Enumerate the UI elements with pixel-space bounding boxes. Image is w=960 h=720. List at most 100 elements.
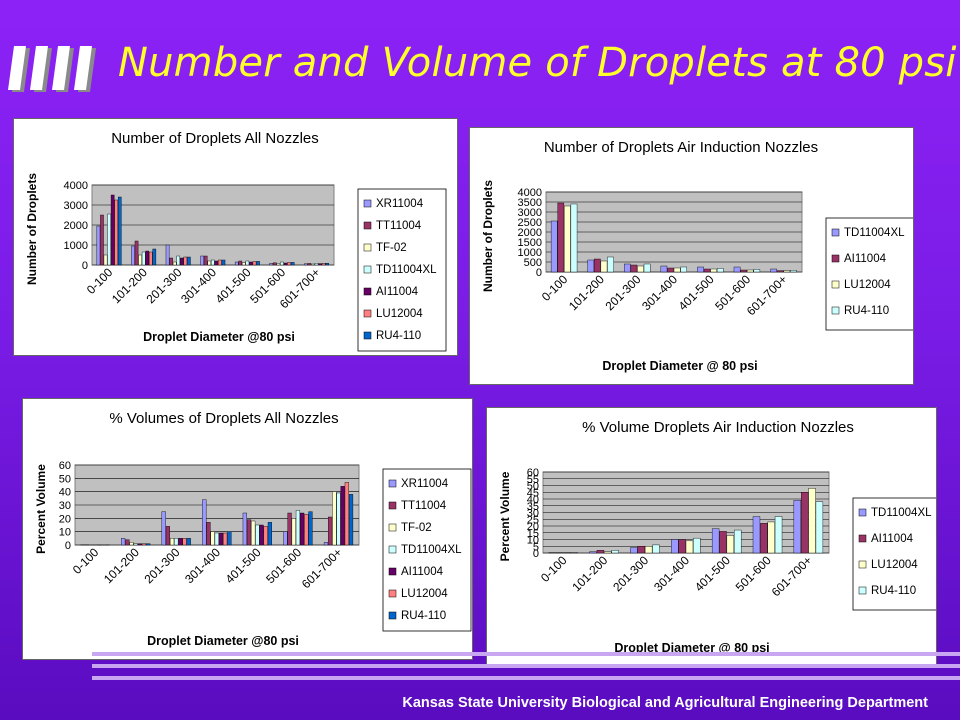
bar bbox=[550, 220, 558, 273]
bar bbox=[630, 547, 638, 554]
y-tick-label: 2000 bbox=[518, 227, 542, 239]
bar bbox=[776, 270, 784, 273]
chart-svg: % Volume Droplets Air Induction Nozzles 0… bbox=[498, 419, 936, 655]
legend-swatch bbox=[858, 508, 867, 517]
y-tick-label: 10 bbox=[59, 527, 71, 539]
bar bbox=[557, 202, 565, 273]
bar bbox=[242, 262, 246, 266]
legend-label: TF-02 bbox=[401, 522, 432, 534]
bar bbox=[246, 519, 252, 546]
bar bbox=[703, 268, 711, 273]
x-tick-label: 0-100 bbox=[70, 545, 102, 577]
bar bbox=[172, 261, 177, 266]
bar bbox=[100, 214, 104, 266]
legend-swatch bbox=[831, 228, 840, 237]
y-tick-label: 2000 bbox=[64, 220, 88, 232]
bar bbox=[145, 250, 149, 266]
bar bbox=[134, 240, 139, 266]
x-tick-label: 201-300 bbox=[603, 272, 644, 313]
chart-title: Number of Droplets All Nozzles bbox=[111, 130, 319, 147]
legend-label: LU12004 bbox=[376, 308, 423, 320]
bar bbox=[252, 261, 257, 266]
bar bbox=[259, 524, 264, 546]
legend-label: TT11004 bbox=[401, 500, 447, 512]
legend-label: RU4-110 bbox=[844, 305, 889, 317]
legend-swatch bbox=[363, 265, 372, 274]
y-tick-label: 3000 bbox=[518, 207, 542, 219]
bar bbox=[790, 269, 797, 273]
x-tick-label: 101-200 bbox=[566, 272, 607, 313]
bar bbox=[783, 270, 791, 273]
bar bbox=[793, 500, 802, 554]
y-tick-label: 3500 bbox=[518, 197, 542, 209]
bar bbox=[255, 524, 260, 546]
chart-number-air-induction: Number of Droplets Air Induction Nozzles… bbox=[469, 127, 914, 385]
bar bbox=[716, 268, 724, 273]
y-tick-label: 5 bbox=[533, 541, 539, 553]
x-tick-label: 101-200 bbox=[569, 553, 610, 594]
y-tick-label: 4000 bbox=[64, 180, 88, 192]
x-tick-label: 201-300 bbox=[142, 545, 183, 586]
bar bbox=[624, 263, 631, 273]
chart-volume-all-nozzles: % Volumes of Droplets All Nozzles 0 10 20 30… bbox=[22, 398, 473, 660]
y-axis-title: Number of Droplets bbox=[25, 173, 39, 285]
bar bbox=[304, 263, 308, 266]
bar bbox=[596, 550, 605, 554]
bar bbox=[210, 531, 215, 546]
legend-label: LU12004 bbox=[844, 279, 891, 291]
x-tick-label: 101-200 bbox=[109, 265, 150, 306]
bar bbox=[604, 551, 612, 554]
legend-swatch bbox=[363, 221, 372, 230]
bar bbox=[165, 244, 170, 266]
legend bbox=[357, 188, 447, 352]
bar bbox=[719, 531, 727, 554]
bar bbox=[267, 522, 272, 546]
bar bbox=[630, 264, 638, 273]
x-tick-label: 301-400 bbox=[178, 265, 219, 306]
legend-swatch bbox=[831, 280, 840, 289]
bar bbox=[214, 260, 219, 266]
bar bbox=[564, 205, 571, 273]
legend-swatch bbox=[858, 586, 867, 595]
legend-label: TF-02 bbox=[376, 242, 407, 254]
chart-title: Number of Droplets Air Induction Nozzles bbox=[544, 139, 818, 156]
legend-label: XR11004 bbox=[376, 198, 424, 210]
x-tick-label: 301-400 bbox=[182, 545, 223, 586]
chart-svg: Number of Droplets All Nozzles 0 1000 2000 3… bbox=[25, 130, 447, 352]
bar bbox=[114, 199, 118, 266]
bar bbox=[328, 516, 333, 546]
bar bbox=[287, 512, 292, 546]
chart-title: % Volumes of Droplets All Nozzles bbox=[109, 410, 338, 427]
bar bbox=[746, 269, 754, 273]
bar bbox=[221, 259, 226, 266]
y-axis-title: Number of Droplets bbox=[481, 180, 495, 292]
bar bbox=[321, 262, 326, 266]
bar bbox=[300, 512, 305, 546]
legend-swatch bbox=[363, 331, 372, 340]
x-tick-label: 601-700+ bbox=[744, 272, 790, 318]
bar bbox=[202, 499, 207, 546]
y-tick-label: 30 bbox=[527, 508, 539, 520]
bar bbox=[711, 528, 720, 554]
bar bbox=[200, 255, 204, 266]
bar bbox=[276, 263, 281, 266]
y-tick-label: 4000 bbox=[518, 187, 542, 199]
x-tick-label: 201-300 bbox=[610, 553, 651, 594]
y-tick-label: 55 bbox=[527, 474, 539, 486]
x-tick-label: 501-600 bbox=[263, 545, 304, 586]
bar bbox=[218, 532, 224, 546]
chart-volume-air-induction: % Volume Droplets Air Induction Nozzles 0… bbox=[486, 407, 937, 667]
bar bbox=[308, 511, 313, 546]
bar bbox=[344, 482, 349, 546]
bar bbox=[733, 266, 741, 273]
bar bbox=[269, 262, 274, 266]
y-tick-label: 30 bbox=[59, 500, 71, 512]
bar bbox=[587, 259, 595, 273]
bar bbox=[673, 267, 681, 273]
bar bbox=[570, 552, 578, 554]
decorative-stripes bbox=[92, 652, 960, 680]
y-tick-label: 50 bbox=[59, 473, 71, 485]
y-tick-label: 20 bbox=[527, 521, 539, 533]
legend-swatch bbox=[388, 611, 397, 620]
bar bbox=[186, 538, 191, 546]
